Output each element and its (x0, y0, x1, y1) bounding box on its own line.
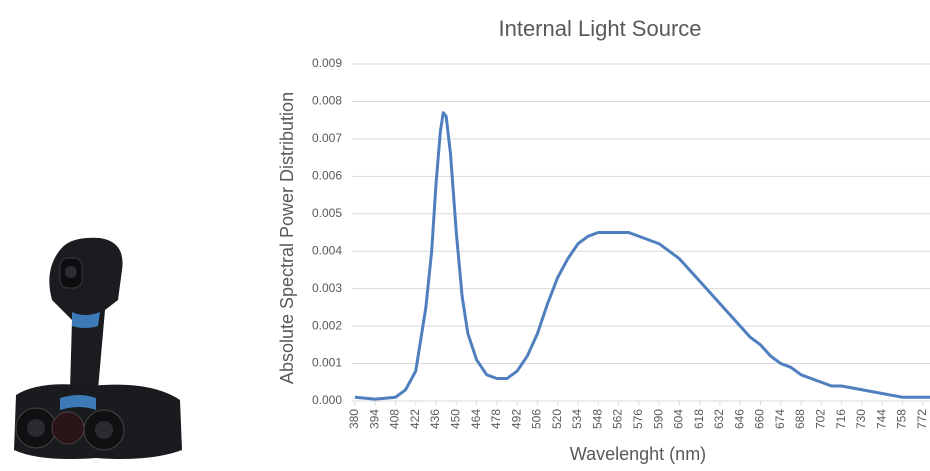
x-tick-label: 744 (874, 409, 888, 429)
x-tick-label: 772 (915, 409, 929, 429)
x-tick-label: 436 (428, 409, 442, 429)
x-tick-label: 562 (611, 409, 625, 429)
x-tick-label: 674 (773, 409, 787, 429)
x-tick-label: 422 (408, 409, 422, 429)
x-tick-label: 716 (834, 409, 848, 429)
x-tick-label: 618 (692, 409, 706, 429)
y-axis-title: Absolute Spectral Power Distribution (277, 92, 297, 384)
x-tick-label: 576 (631, 409, 645, 429)
x-tick-label: 464 (469, 409, 483, 429)
y-tick-label: 0.006 (312, 169, 342, 183)
y-tick-label: 0.009 (312, 56, 342, 70)
x-tick-label: 632 (712, 409, 726, 429)
x-tick-label: 520 (550, 409, 564, 429)
x-tick-label: 660 (753, 409, 767, 429)
chart-title: Internal Light Source (498, 16, 701, 41)
x-tick-label: 394 (367, 409, 381, 429)
x-tick-label: 492 (509, 409, 523, 429)
y-tick-label: 0.007 (312, 131, 342, 145)
x-tick-label: 478 (489, 409, 503, 429)
x-tick-label: 646 (732, 409, 746, 429)
scanner-image (14, 237, 182, 459)
y-tick-label: 0.002 (312, 318, 342, 332)
y-tick-label: 0.000 (312, 393, 342, 407)
x-tick-label: 534 (570, 409, 584, 429)
y-tick-label: 0.001 (312, 356, 342, 370)
x-tick-label: 506 (530, 409, 544, 429)
y-tick-label: 0.005 (312, 206, 342, 220)
x-tick-label: 604 (672, 409, 686, 429)
x-tick-label: 688 (793, 409, 807, 429)
x-tick-label: 730 (854, 409, 868, 429)
x-tick-label: 590 (651, 409, 665, 429)
y-tick-label: 0.008 (312, 94, 342, 108)
y-tick-label: 0.003 (312, 281, 342, 295)
x-tick-label: 408 (388, 409, 402, 429)
x-axis-title: Wavelenght (nm) (570, 444, 706, 464)
x-tick-label: 548 (590, 409, 604, 429)
x-tick-label: 758 (895, 409, 909, 429)
y-tick-label: 0.004 (312, 243, 342, 257)
x-tick-label: 380 (347, 409, 361, 429)
x-tick-label: 702 (814, 409, 828, 429)
x-tick-label: 450 (448, 409, 462, 429)
line-series (354, 111, 930, 401)
